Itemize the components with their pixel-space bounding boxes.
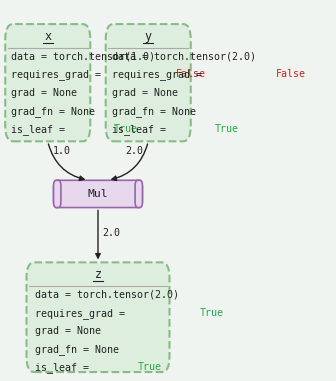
Text: True: True <box>114 124 138 134</box>
Text: requires_grad =: requires_grad = <box>35 308 131 319</box>
FancyBboxPatch shape <box>135 180 142 208</box>
Text: False: False <box>276 69 306 80</box>
Text: 2.0: 2.0 <box>126 146 144 156</box>
FancyBboxPatch shape <box>27 263 169 372</box>
Text: True: True <box>214 124 239 134</box>
Text: x: x <box>44 30 51 43</box>
Text: grad_fn = None: grad_fn = None <box>35 344 119 355</box>
Text: requires_grad =: requires_grad = <box>112 69 208 80</box>
Text: 1.0: 1.0 <box>52 146 70 156</box>
Text: grad = None: grad = None <box>11 88 77 98</box>
Text: True: True <box>200 308 224 318</box>
Text: grad = None: grad = None <box>112 88 177 98</box>
Text: Mul: Mul <box>88 189 108 199</box>
Text: is_leaf =: is_leaf = <box>112 124 171 135</box>
Text: requires_grad =: requires_grad = <box>11 69 107 80</box>
Text: y: y <box>145 30 152 43</box>
FancyBboxPatch shape <box>106 24 191 141</box>
Text: True: True <box>138 362 162 372</box>
Text: False: False <box>176 69 206 80</box>
Text: data = torch.tensor(1.0): data = torch.tensor(1.0) <box>11 51 155 61</box>
FancyBboxPatch shape <box>53 180 61 208</box>
Text: grad_fn = None: grad_fn = None <box>11 106 95 117</box>
Text: 2.0: 2.0 <box>102 228 121 238</box>
FancyBboxPatch shape <box>5 24 90 141</box>
Text: data = torch.tensor(2.0): data = torch.tensor(2.0) <box>112 51 255 61</box>
Text: grad = None: grad = None <box>35 326 101 336</box>
Text: data = torch.tensor(2.0): data = torch.tensor(2.0) <box>35 290 179 299</box>
FancyBboxPatch shape <box>53 180 142 208</box>
Text: is_leaf =: is_leaf = <box>35 362 95 373</box>
Text: is_leaf =: is_leaf = <box>11 124 71 135</box>
Text: z: z <box>94 268 101 281</box>
Text: grad_fn = None: grad_fn = None <box>112 106 196 117</box>
